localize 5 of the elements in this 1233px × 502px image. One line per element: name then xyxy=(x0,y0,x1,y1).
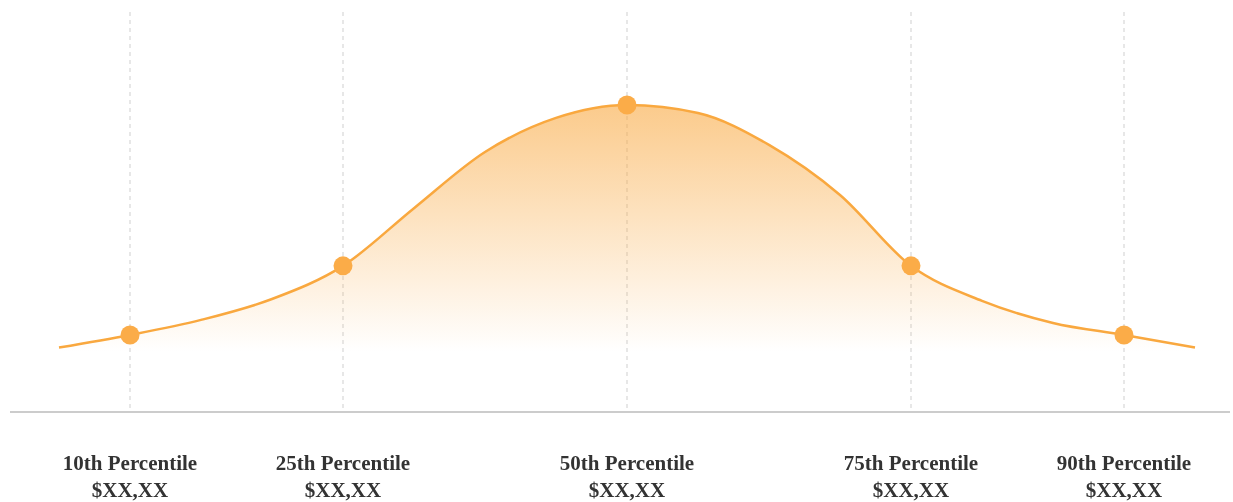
x-tick-label: 10th Percentile $XX,XX xyxy=(62,451,198,502)
x-tick-label: 90th Percentile $XX,XX xyxy=(1056,451,1192,502)
x-tick-label: 75th Percentile $XX,XX xyxy=(843,451,979,502)
x-tick-label: 50th Percentile $XX,XX xyxy=(559,451,695,502)
x-tick-label: 25th Percentile $XX,XX xyxy=(275,451,411,502)
